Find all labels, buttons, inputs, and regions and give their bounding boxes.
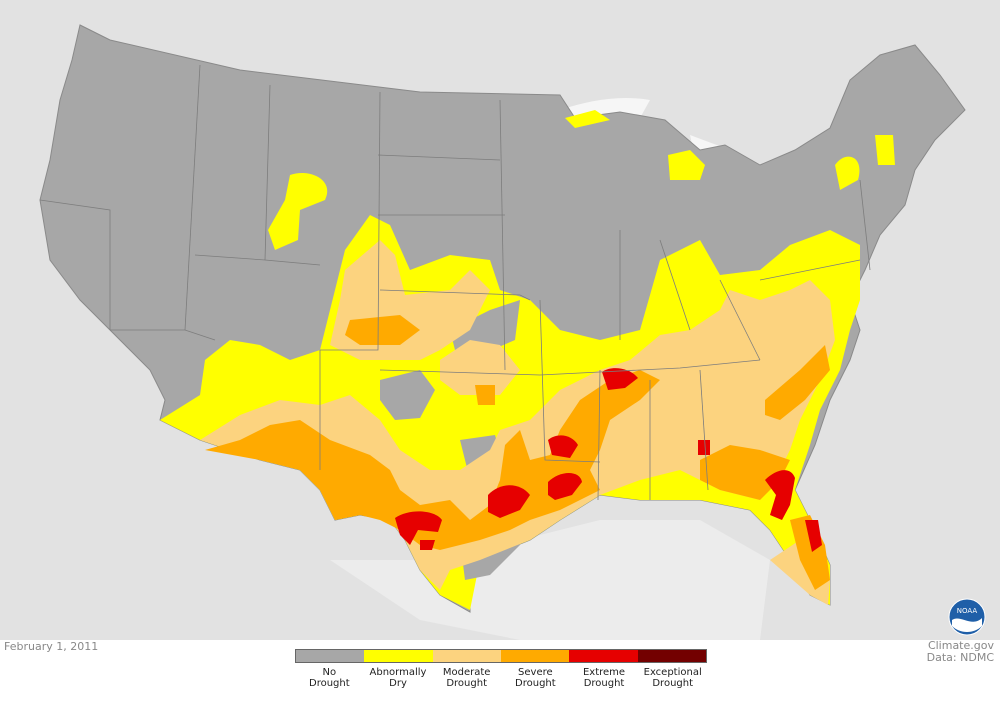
legend-label-no-drought: No Drought xyxy=(309,667,350,689)
legend-label-exceptional: Exceptional Drought xyxy=(643,667,702,689)
credit-data: Data: NDMC xyxy=(926,651,994,664)
legend-swatch-moderate xyxy=(432,650,501,662)
legend-swatch-exceptional xyxy=(637,650,706,662)
credit-source: Climate.gov xyxy=(927,639,994,652)
drought-d2-areas xyxy=(205,315,830,590)
noaa-logo-text: NOAA xyxy=(957,607,978,615)
state-borders xyxy=(39,64,871,501)
legend-label-abnormally-dry: Abnormally Dry xyxy=(369,667,427,689)
drought-d3-areas xyxy=(395,368,822,552)
legend-labels: No Drought Abnormally Dry Moderate Drought … xyxy=(295,663,707,689)
d0-vermont xyxy=(875,135,895,165)
legend: No Drought Abnormally Dry Moderate Drought … xyxy=(295,649,707,689)
legend-color-bar xyxy=(295,649,707,663)
legend-label-moderate: Moderate Drought xyxy=(442,667,491,689)
d0-lower-michigan xyxy=(668,150,705,180)
map-date: February 1, 2011 xyxy=(4,640,99,653)
legend-label-severe: Severe Drought xyxy=(515,667,556,689)
legend-label-extreme: Extreme Drought xyxy=(582,667,626,689)
d0-wyoming xyxy=(268,172,328,250)
legend-swatch-extreme xyxy=(569,650,638,662)
map-credit: Climate.gov Data: NDMC xyxy=(927,640,994,664)
legend-swatch-severe xyxy=(500,650,570,662)
legend-swatch-abnormally-dry xyxy=(364,650,433,662)
d0-michigan-up xyxy=(565,110,610,128)
drought-map xyxy=(0,0,1000,640)
legend-swatch-no-drought xyxy=(296,650,365,662)
noaa-logo-icon: NOAA xyxy=(948,598,986,640)
d0-new-york xyxy=(835,156,860,190)
gulf-of-mexico xyxy=(330,520,770,640)
